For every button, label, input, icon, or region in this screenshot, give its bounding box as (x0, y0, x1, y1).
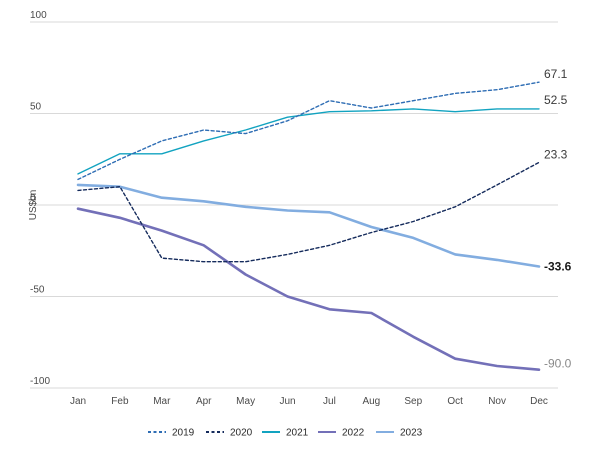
series-line-2019 (77, 81, 540, 181)
series-line-2023 (76, 183, 541, 268)
x-tick-label: Mar (153, 396, 171, 407)
x-tick-label: May (236, 396, 255, 407)
y-tick-label: 0 (30, 193, 36, 204)
x-tick-label: Dec (530, 396, 548, 407)
end-label-2019: 67.1 (544, 67, 568, 81)
legend-label-2019: 2019 (172, 428, 195, 439)
legend: 2019 2020 2021 2022 2023 (148, 428, 423, 439)
x-tick-label: Aug (362, 396, 380, 407)
legend-label-2020: 2020 (230, 428, 253, 439)
x-tick-label: Feb (111, 396, 129, 407)
y-tick-label: 50 (30, 102, 42, 113)
y-axis: -100 -50 0 50 100 (30, 10, 50, 387)
x-axis: Jan Feb Mar Apr May Jun Jul Aug Sep Oct Nov Dec (70, 396, 548, 407)
end-label-2020: 23.3 (544, 147, 568, 161)
series-lines (76, 81, 541, 372)
series-line-2021 (77, 108, 540, 175)
y-tick-label: 100 (30, 10, 47, 21)
series-line-2020 (77, 161, 540, 263)
series-line-2022 (76, 207, 541, 372)
x-tick-label: Sep (404, 396, 422, 407)
end-label-2023: -33.6 (544, 259, 572, 273)
legend-label-2022: 2022 (342, 428, 365, 439)
grid-lines (30, 21, 558, 389)
x-tick-label: Jul (323, 396, 336, 407)
end-label-2021: 52.5 (544, 93, 568, 107)
y-axis-label: US$bn (28, 190, 39, 221)
x-tick-label: Oct (447, 396, 463, 407)
legend-label-2023: 2023 (400, 428, 423, 439)
end-label-2022: -90.0 (544, 357, 572, 371)
legend-label-2021: 2021 (286, 428, 309, 439)
end-labels: 67.1 23.3 52.5 -90.0 -33.6 (544, 67, 572, 370)
x-tick-label: Apr (196, 396, 212, 407)
y-tick-label: -100 (30, 376, 50, 387)
y-tick-label: -50 (30, 285, 45, 296)
x-tick-label: Nov (488, 396, 506, 407)
x-tick-label: Jan (70, 396, 86, 407)
x-tick-label: Jun (279, 396, 295, 407)
